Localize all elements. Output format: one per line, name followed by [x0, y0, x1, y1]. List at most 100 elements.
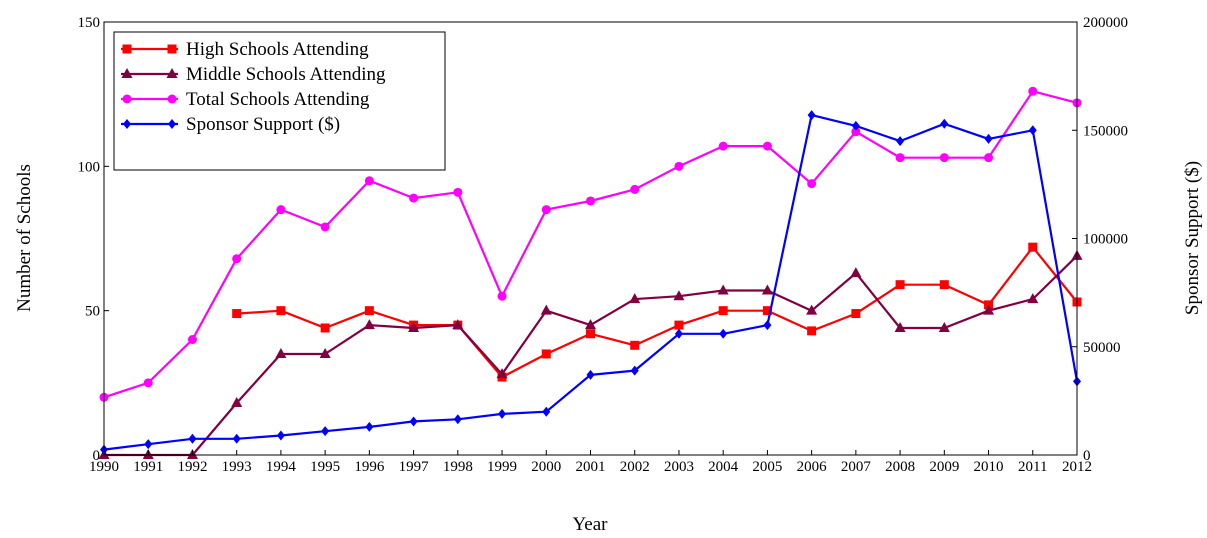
data-point — [851, 127, 861, 137]
x-tick-label: 2004 — [708, 459, 739, 475]
legend-label: Sponsor Support ($) — [186, 114, 340, 135]
data-point — [320, 323, 330, 333]
data-point — [1028, 86, 1038, 96]
legend-label: Total Schools Attending — [186, 89, 370, 110]
y-left-tick-label: 100 — [78, 159, 101, 175]
x-tick-label: 2011 — [1018, 459, 1047, 475]
legend-swatch-marker — [166, 68, 178, 78]
data-point — [674, 161, 684, 171]
data-point — [630, 365, 639, 376]
data-point — [187, 335, 197, 345]
data-point — [453, 187, 463, 197]
legend-swatch-marker — [121, 68, 133, 78]
x-tick-label: 2010 — [974, 459, 1004, 475]
data-point — [275, 347, 287, 358]
y-right-tick-label: 100000 — [1083, 232, 1128, 248]
data-point — [1028, 125, 1037, 136]
data-point — [939, 280, 949, 290]
data-point — [409, 416, 418, 427]
data-point — [276, 205, 286, 215]
x-tick-label: 1999 — [487, 459, 517, 475]
data-point — [630, 340, 640, 350]
y-left-tick-label: 0 — [93, 448, 101, 464]
data-point — [984, 133, 993, 144]
legend-item: Total Schools Attending — [121, 89, 370, 110]
x-tick-label: 1994 — [266, 459, 297, 475]
data-point — [231, 397, 243, 408]
y-right-axis-ticks: 0 50000 100000 150000 200000 — [1072, 15, 1128, 464]
data-point — [452, 319, 464, 330]
data-point — [719, 328, 728, 339]
data-point — [851, 309, 861, 319]
x-tick-label: 1992 — [177, 459, 207, 475]
x-tick-label: 2003 — [664, 459, 694, 475]
data-point — [586, 369, 595, 380]
x-tick-label: 1993 — [222, 459, 252, 475]
data-point — [673, 290, 685, 301]
x-tick-label: 1997 — [399, 459, 430, 475]
data-point — [364, 176, 374, 186]
data-point — [1028, 242, 1038, 252]
data-point — [319, 347, 331, 358]
data-point — [541, 205, 551, 215]
x-tick-label: 2002 — [620, 459, 650, 475]
data-point — [364, 306, 374, 316]
legend-item: High Schools Attending — [121, 39, 369, 60]
x-tick-label: 1991 — [133, 459, 163, 475]
data-point — [940, 118, 949, 129]
data-point — [232, 309, 242, 319]
x-tick-label: 2009 — [929, 459, 959, 475]
data-point — [586, 329, 595, 339]
data-point — [806, 304, 818, 315]
data-point — [850, 267, 862, 278]
y-left-tick-label: 150 — [78, 15, 101, 31]
data-point — [762, 141, 772, 151]
y-left-tick-label: 50 — [85, 304, 100, 320]
data-point — [498, 408, 507, 419]
x-tick-label: 1998 — [443, 459, 473, 475]
data-point — [762, 306, 772, 316]
data-point — [1027, 293, 1039, 304]
data-point — [143, 378, 153, 388]
legend-label: High Schools Attending — [186, 39, 369, 60]
data-point — [586, 196, 595, 206]
x-tick-label: 2006 — [797, 459, 828, 475]
legend-item: Middle Schools Attending — [121, 64, 386, 85]
data-point — [188, 433, 197, 444]
x-axis-ticks: 1990 1991 1992 1993 1994 1995 1996 1997 1998 1999… — [89, 450, 1092, 475]
data-point — [542, 406, 551, 417]
y-right-tick-label: 200000 — [1083, 15, 1128, 31]
data-point — [895, 153, 905, 163]
legend-swatch-marker — [168, 119, 176, 129]
legend-swatch-marker — [167, 94, 177, 104]
data-point — [276, 430, 285, 441]
data-point — [983, 304, 995, 315]
series-line — [236, 246, 1078, 379]
y-right-tick-label: 150000 — [1083, 123, 1128, 139]
data-point — [363, 319, 375, 330]
x-tick-label: 2007 — [841, 459, 872, 475]
data-point — [763, 320, 772, 331]
legend-swatch-marker — [122, 44, 132, 54]
data-point — [674, 328, 683, 339]
data-point — [761, 284, 773, 295]
data-point — [807, 326, 817, 336]
data-point — [807, 110, 816, 121]
data-point — [365, 421, 374, 432]
data-point — [674, 320, 684, 330]
y-right-tick-label: 0 — [1083, 448, 1091, 464]
data-point — [276, 306, 286, 316]
y-right-axis-title: Sponsor Support ($) — [1182, 161, 1203, 315]
series-total-schools-attending — [99, 86, 1082, 402]
y-left-axis-title: Number of Schools — [14, 164, 35, 312]
data-point — [630, 184, 640, 194]
x-tick-label: 2001 — [576, 459, 606, 475]
legend-items: High Schools Attending Middle Schools Att… — [121, 39, 386, 135]
x-tick-label: 2008 — [885, 459, 915, 475]
data-point — [896, 136, 905, 147]
data-point — [541, 349, 551, 359]
x-tick-label: 1995 — [310, 459, 340, 475]
legend-label: Middle Schools Attending — [186, 64, 386, 85]
legend: High Schools Attending Middle Schools Att… — [113, 31, 446, 171]
data-point — [497, 291, 507, 301]
